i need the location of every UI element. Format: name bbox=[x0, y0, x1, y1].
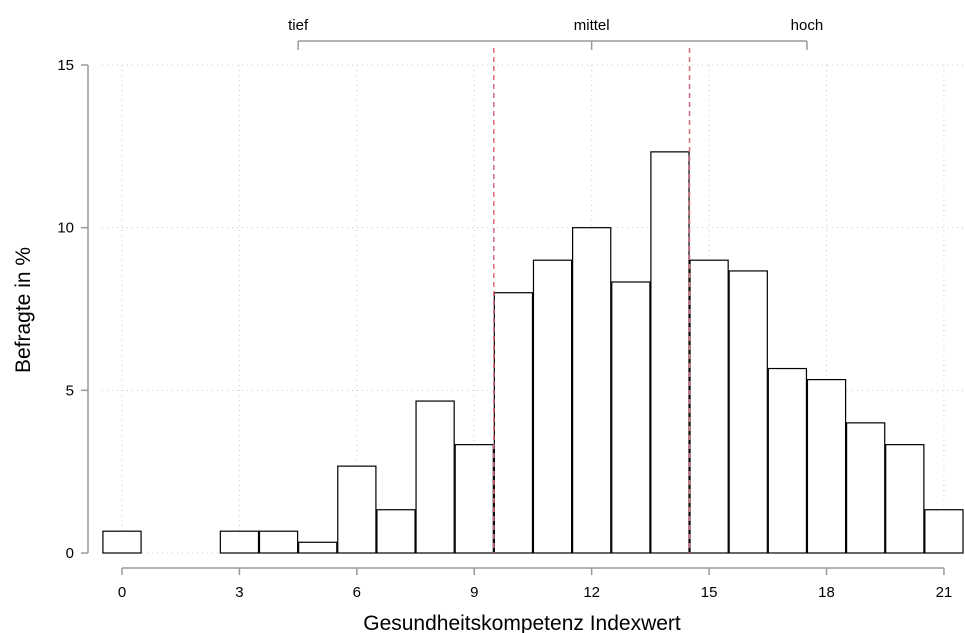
band-label-hoch: hoch bbox=[791, 17, 824, 34]
bar-17 bbox=[767, 367, 808, 554]
y-axis-title: Befragte in % bbox=[12, 247, 35, 373]
bar-19 bbox=[845, 422, 886, 554]
band-label-tief: tief bbox=[288, 17, 309, 34]
bar-21 bbox=[924, 509, 964, 554]
bar-11 bbox=[532, 259, 573, 554]
band-label-mittel: mittel bbox=[574, 17, 610, 34]
bar-12 bbox=[572, 227, 612, 554]
y-axis: 0 5 10 15 bbox=[57, 57, 89, 562]
bars bbox=[102, 151, 964, 554]
bar-6 bbox=[337, 465, 377, 554]
y-tick-label-15: 15 bbox=[57, 57, 74, 74]
bar-4 bbox=[258, 530, 299, 554]
bar-10 bbox=[493, 292, 534, 554]
bar-5 bbox=[298, 541, 338, 554]
x-tick-label-18: 18 bbox=[818, 584, 835, 601]
x-tick-label-15: 15 bbox=[701, 584, 718, 601]
bar-8 bbox=[415, 400, 455, 554]
reference-lines bbox=[493, 48, 691, 553]
band-bracket: tief mittel hoch bbox=[288, 17, 823, 50]
bar-3 bbox=[219, 530, 260, 554]
x-tick-label-0: 0 bbox=[118, 584, 126, 601]
bar-7 bbox=[376, 509, 416, 554]
x-tick-label-12: 12 bbox=[583, 584, 600, 601]
bar-9 bbox=[454, 444, 494, 554]
bar-0 bbox=[102, 530, 142, 554]
bar-20 bbox=[885, 444, 925, 554]
x-axis-title: Gesundheitskompetenz Indexwert bbox=[363, 612, 681, 633]
x-tick-label-21: 21 bbox=[936, 584, 953, 601]
bar-15 bbox=[689, 259, 729, 554]
bar-14 bbox=[650, 151, 690, 554]
y-tick-label-10: 10 bbox=[57, 220, 74, 237]
y-tick-label-0: 0 bbox=[66, 545, 74, 562]
bar-13 bbox=[611, 281, 651, 554]
x-tick-label-3: 3 bbox=[235, 584, 243, 601]
x-axis: 0 3 6 9 12 15 18 21 bbox=[118, 567, 953, 601]
bar-18 bbox=[806, 378, 847, 554]
x-tick-label-9: 9 bbox=[470, 584, 478, 601]
y-tick-label-5: 5 bbox=[66, 382, 74, 399]
x-tick-label-6: 6 bbox=[353, 584, 361, 601]
bar-16 bbox=[728, 270, 768, 554]
